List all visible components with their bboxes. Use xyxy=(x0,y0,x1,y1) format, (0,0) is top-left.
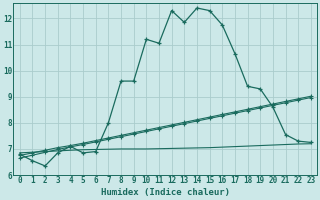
X-axis label: Humidex (Indice chaleur): Humidex (Indice chaleur) xyxy=(101,188,230,197)
